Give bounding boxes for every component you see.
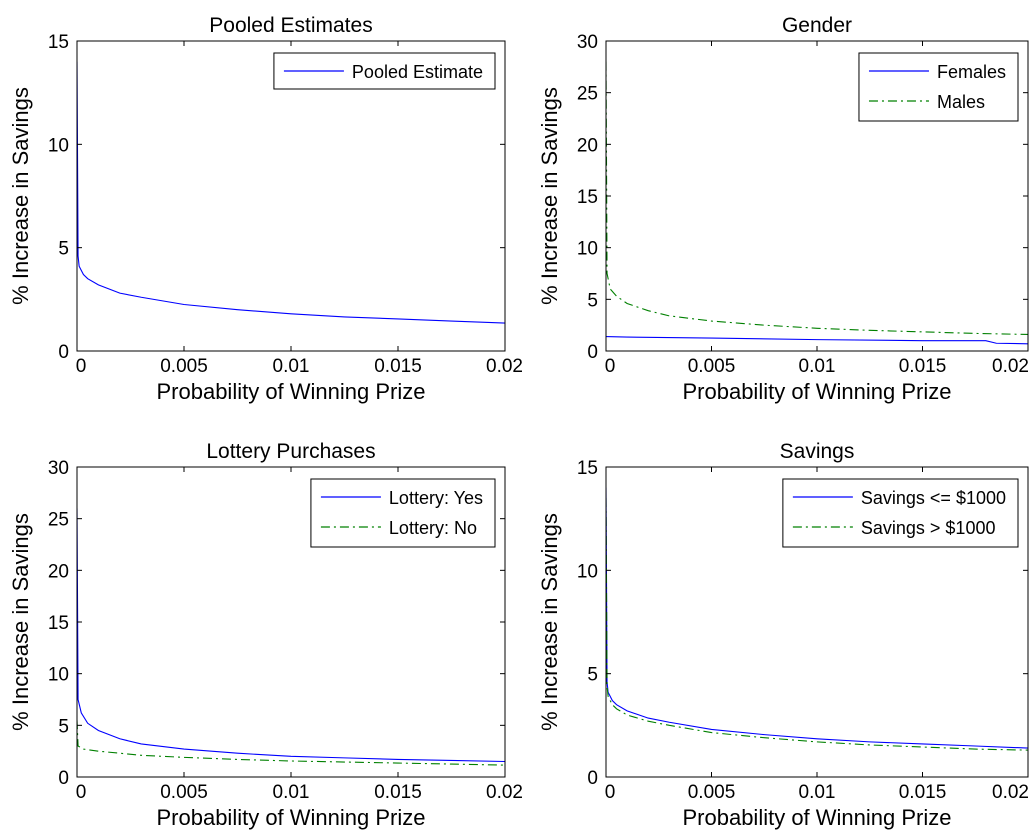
- chart-panel-2: 0 0.005 0.01 0.015 0.02 0 5 10 15 20 25 30 Gender Pro…: [537, 14, 1029, 404]
- legend-label: Savings <= $1000: [861, 488, 1006, 508]
- y-tick-label: 15: [48, 613, 69, 634]
- series-line-1: [606, 335, 1028, 345]
- chart-title: Pooled Estimates: [209, 14, 372, 37]
- y-tick-label: 10: [577, 561, 598, 582]
- y-tick-label: 15: [48, 32, 69, 53]
- y-tick-label: 20: [577, 135, 598, 156]
- x-axis-label: Probability of Winning Prize: [682, 805, 951, 830]
- y-tick-label: 10: [48, 135, 69, 156]
- y-tick-label: 10: [577, 239, 598, 260]
- series-line-1: [77, 61, 505, 324]
- legend-label: Lottery: Yes: [389, 488, 483, 508]
- y-tick-label: 15: [577, 187, 598, 208]
- x-tick-label: 0.02: [992, 356, 1029, 377]
- x-axis-label: Probability of Winning Prize: [682, 379, 951, 404]
- y-tick-label: 30: [577, 32, 598, 53]
- series-line-2: [606, 61, 1028, 336]
- y-tick-label: 0: [58, 768, 69, 789]
- x-tick-label: 0.01: [799, 356, 836, 377]
- x-tick-label: 0.02: [992, 782, 1029, 803]
- legend: Pooled Estimate: [273, 52, 496, 90]
- y-tick-label: 25: [577, 84, 598, 105]
- series-line-1: [77, 508, 505, 763]
- x-axis-label: Probability of Winning Prize: [156, 805, 425, 830]
- y-tick-label: 0: [587, 768, 598, 789]
- y-axis-label: % Increase in Savings: [8, 513, 33, 731]
- series-line-2: [77, 720, 505, 766]
- series-line-1: [606, 487, 1028, 749]
- chart-title: Gender: [782, 14, 852, 37]
- x-tick-label: 0.01: [799, 782, 836, 803]
- x-tick-label: 0.01: [273, 782, 310, 803]
- legend-box: [310, 478, 496, 548]
- y-tick-label: 10: [48, 665, 69, 686]
- series-line-2: [606, 497, 1028, 751]
- x-tick-label: 0.015: [374, 356, 422, 377]
- y-tick-label: 5: [587, 665, 598, 686]
- x-tick-label: 0.015: [899, 782, 947, 803]
- x-tick-label: 0: [605, 356, 616, 377]
- x-tick-label: 0.005: [160, 356, 208, 377]
- x-tick-label: 0: [76, 356, 87, 377]
- chart-panel-4: 0 0.005 0.01 0.015 0.02 0 5 10 15 Savings Probabil…: [537, 440, 1029, 830]
- x-tick-label: 0.015: [374, 782, 422, 803]
- y-axis-label: % Increase in Savings: [537, 513, 562, 731]
- chart-panel-3: 0 0.005 0.01 0.015 0.02 0 5 10 15 20 25 30 Lottery P…: [8, 440, 523, 830]
- y-axis-label: % Increase in Savings: [537, 87, 562, 305]
- y-tick-label: 30: [48, 458, 69, 479]
- legend: Females Males: [858, 52, 1019, 122]
- chart-panel-1: 0 0.005 0.01 0.015 0.02 0 5 10 15 Pooled Estimate…: [8, 14, 523, 404]
- x-tick-label: 0.02: [486, 356, 523, 377]
- legend-label: Males: [937, 92, 985, 112]
- x-tick-label: 0.005: [688, 356, 736, 377]
- x-tick-label: 0: [76, 782, 87, 803]
- legend-box: [782, 478, 1019, 548]
- x-tick-label: 0.005: [160, 782, 208, 803]
- chart-title: Lottery Purchases: [206, 440, 375, 463]
- chart-title: Savings: [780, 440, 855, 463]
- legend-label: Lottery: No: [389, 518, 477, 538]
- legend: Savings <= $1000 Savings > $1000: [782, 478, 1019, 548]
- x-axis-label: Probability of Winning Prize: [156, 379, 425, 404]
- legend-label: Savings > $1000: [861, 518, 996, 538]
- y-tick-label: 5: [587, 290, 598, 311]
- x-tick-label: 0.01: [273, 356, 310, 377]
- legend: Lottery: Yes Lottery: No: [310, 478, 496, 548]
- x-tick-label: 0.02: [486, 782, 523, 803]
- y-axis-label: % Increase in Savings: [8, 87, 33, 305]
- y-tick-label: 20: [48, 561, 69, 582]
- legend-label: Pooled Estimate: [352, 62, 483, 82]
- y-tick-label: 5: [58, 239, 69, 260]
- x-tick-label: 0.005: [688, 782, 736, 803]
- y-tick-label: 25: [48, 510, 69, 531]
- y-tick-label: 0: [58, 342, 69, 363]
- legend-label: Females: [937, 62, 1006, 82]
- x-tick-label: 0.015: [899, 356, 947, 377]
- legend-box: [858, 52, 1019, 122]
- x-tick-label: 0: [605, 782, 616, 803]
- y-tick-label: 15: [577, 458, 598, 479]
- y-tick-label: 5: [58, 716, 69, 737]
- y-tick-label: 0: [587, 342, 598, 363]
